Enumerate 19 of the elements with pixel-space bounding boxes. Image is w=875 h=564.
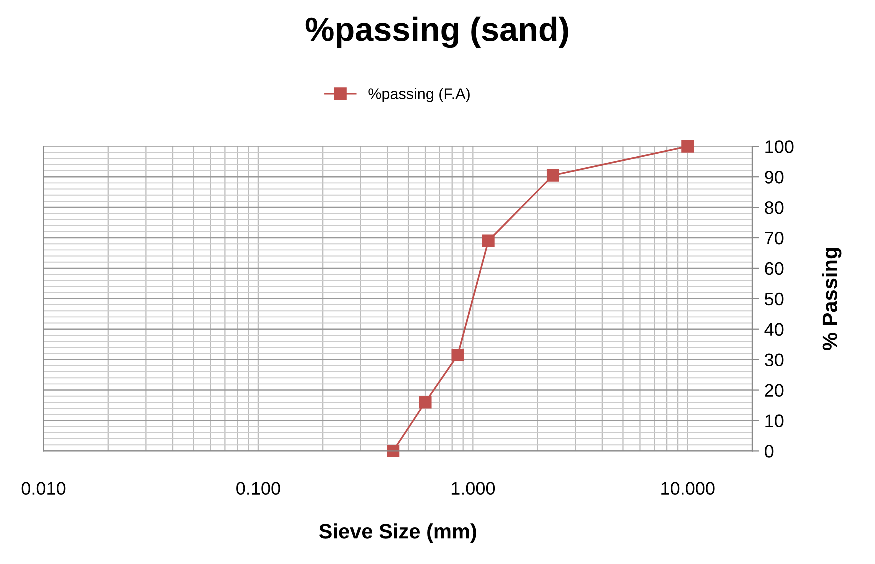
x-axis-title: Sieve Size (mm) (319, 524, 476, 544)
y-tick-label: 80 (765, 201, 784, 214)
chart-title: %passing (sand) (306, 16, 568, 48)
y-tick-label: 10 (766, 414, 784, 428)
y-axis-title: % Passing (822, 248, 842, 351)
x-tick-label: 0.010 (22, 482, 66, 496)
y-tick-label: 30 (764, 354, 784, 367)
y-tick-label: 90 (765, 171, 784, 184)
y-tick-label: 70 (765, 232, 784, 245)
y-tick-label: 40 (764, 323, 784, 336)
y-tick-label: 50 (765, 292, 784, 306)
y-tick-label: 0 (765, 445, 774, 458)
y-tick-label: 60 (765, 262, 784, 276)
y-tick-label: 20 (765, 384, 784, 398)
x-tick-label: 1.000 (452, 482, 496, 496)
x-tick-label: 10.000 (662, 482, 715, 496)
legend-label: %passing (F.A) (368, 88, 470, 102)
y-tick-label: 100 (766, 140, 794, 154)
x-tick-label: 0.100 (236, 482, 280, 496)
